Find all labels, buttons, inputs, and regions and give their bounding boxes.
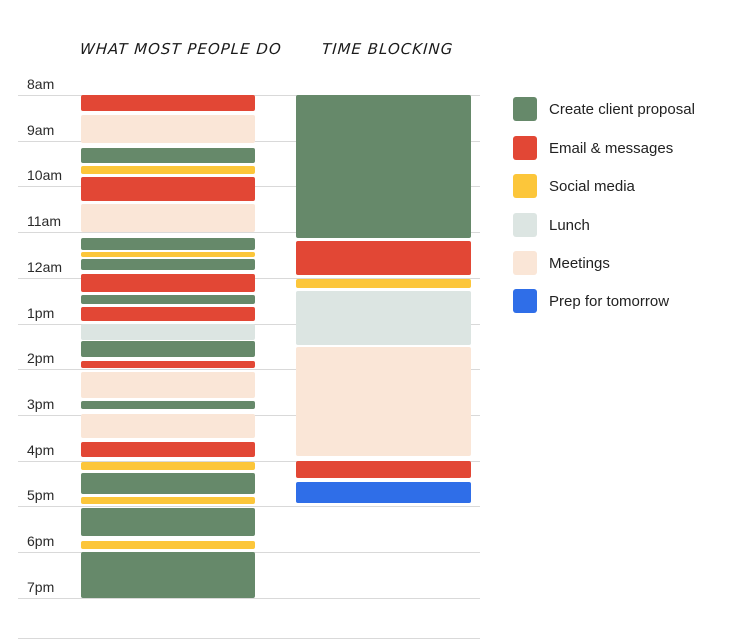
legend-label: Create client proposal — [549, 100, 695, 118]
time-block-create-client-proposal — [81, 238, 255, 251]
legend-item-lunch: Lunch — [513, 212, 590, 238]
time-block-create-client-proposal — [81, 259, 255, 271]
time-block-email-messages — [81, 274, 255, 292]
hour-label: 8am — [27, 76, 55, 92]
time-block-email-messages — [296, 241, 471, 275]
hour-gridline — [18, 598, 480, 599]
time-block-meetings — [81, 114, 255, 144]
hour-label: 4pm — [27, 442, 55, 458]
hour-label: 10am — [27, 167, 63, 183]
hour-gridline — [18, 369, 480, 370]
time-block-social-media — [296, 279, 471, 289]
legend-label: Lunch — [549, 216, 590, 234]
legend-label: Prep for tomorrow — [549, 292, 670, 310]
legend-item-social-media: Social media — [513, 173, 635, 199]
time-block-social-media — [81, 165, 255, 174]
legend-item-meetings: Meetings — [513, 250, 610, 276]
hour-label: 6pm — [27, 533, 55, 549]
time-block-email-messages — [81, 360, 255, 369]
time-block-create-client-proposal — [81, 148, 255, 164]
time-block-social-media — [81, 496, 255, 504]
hour-gridline — [18, 506, 480, 507]
time-block-meetings — [296, 347, 471, 456]
time-block-lunch — [296, 291, 471, 345]
time-block-create-client-proposal — [81, 295, 255, 305]
hour-label: 3pm — [27, 396, 55, 412]
left-column-title: WHAT MOST PEOPLE DO — [79, 40, 283, 58]
legend-label: Email & messages — [549, 139, 674, 157]
hour-label: 7pm — [27, 579, 55, 595]
swatch-meetings — [513, 251, 537, 275]
hour-label: 12am — [27, 259, 63, 275]
swatch-social-media — [513, 174, 537, 198]
hour-label: 1pm — [27, 305, 55, 321]
hour-label: 11am — [27, 213, 61, 229]
time-block-meetings — [81, 204, 255, 233]
hour-label: 5pm — [27, 487, 55, 503]
swatch-create-client-proposal — [513, 97, 537, 121]
legend-label: Social media — [549, 177, 635, 195]
time-block-email-messages — [81, 177, 255, 202]
swatch-lunch — [513, 213, 537, 237]
time-block-create-client-proposal — [81, 552, 255, 598]
time-block-lunch — [81, 323, 255, 340]
time-block-email-messages — [81, 95, 255, 111]
time-block-create-client-proposal — [296, 95, 471, 238]
hour-gridline — [18, 232, 480, 233]
time-block-social-media — [81, 461, 255, 470]
time-block-create-client-proposal — [81, 341, 255, 358]
time-block-meetings — [81, 413, 255, 438]
time-block-social-media — [81, 540, 255, 549]
time-block-prep-for-tomorrow — [296, 481, 471, 503]
time-block-social-media — [81, 252, 255, 258]
legend-label: Meetings — [549, 254, 610, 272]
legend-item-prep-for-tomorrow: Prep for tomorrow — [513, 288, 669, 314]
legend-item-email-messages: Email & messages — [513, 135, 673, 161]
time-block-create-client-proposal — [81, 401, 255, 410]
time-block-email-messages — [81, 307, 255, 322]
time-block-email-messages — [81, 442, 255, 458]
time-block-create-client-proposal — [81, 472, 255, 494]
time-block-email-messages — [296, 460, 471, 479]
hour-label: 2pm — [27, 350, 55, 366]
legend-item-create-client-proposal: Create client proposal — [513, 96, 695, 122]
time-block-create-client-proposal — [81, 507, 255, 537]
hour-label: 9am — [27, 122, 55, 138]
swatch-prep-for-tomorrow — [513, 289, 537, 313]
right-column-title: TIME BLOCKING — [321, 40, 454, 58]
swatch-email-messages — [513, 136, 537, 160]
time-block-meetings — [81, 372, 255, 399]
